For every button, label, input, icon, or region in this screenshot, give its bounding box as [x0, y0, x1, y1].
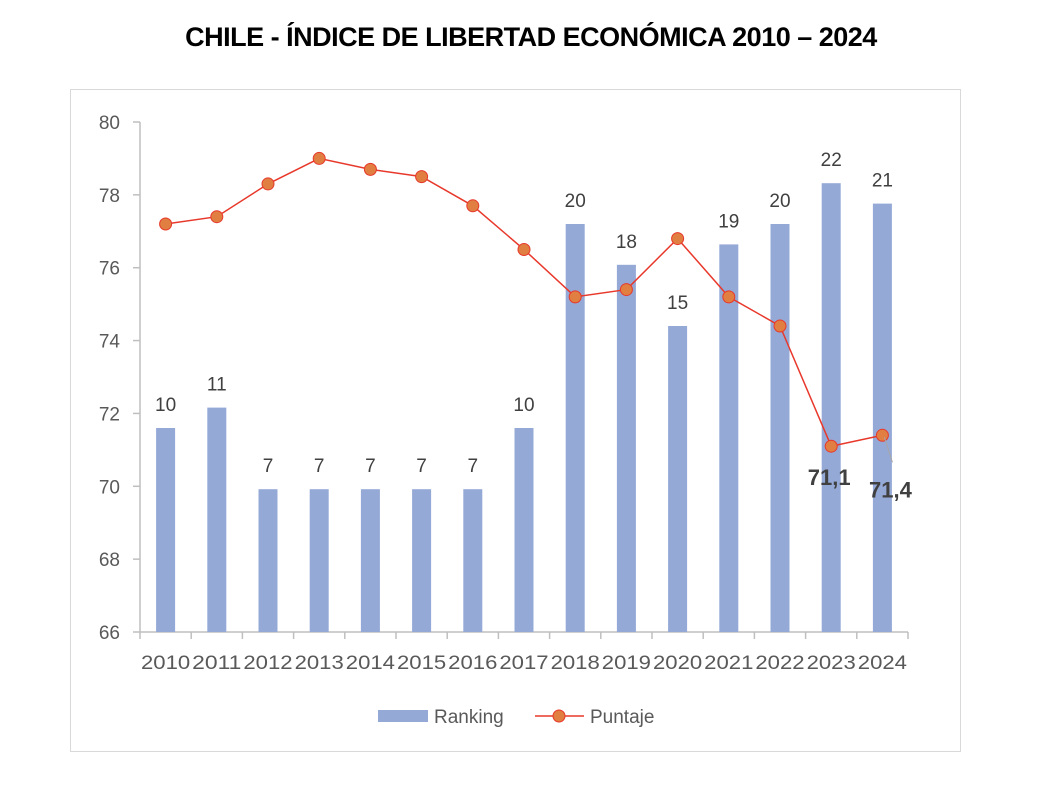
- ranking-data-label: 10: [155, 395, 176, 416]
- puntaje-line: [159, 151, 889, 453]
- x-axis: 2010 2011 2012 2013 2014 2015 2016 2017 2018 2019…: [139, 631, 909, 674]
- ranking-bar: [514, 428, 534, 632]
- ranking-data-label: 15: [667, 293, 688, 314]
- x-tick-label: 2022: [755, 653, 804, 674]
- ranking-data-label: 7: [416, 456, 427, 477]
- ranking-data-label: 19: [718, 211, 739, 232]
- puntaje-marker: [619, 283, 633, 297]
- y-tick-label: 68: [99, 550, 120, 571]
- y-axis: 66 68 70 72 74 76 78 80: [99, 113, 141, 644]
- ranking-bar: [309, 489, 329, 632]
- ranking-bar: [463, 489, 483, 632]
- puntaje-marker: [773, 319, 787, 333]
- chart-frame: [70, 89, 961, 752]
- ranking-bar: [668, 326, 688, 632]
- x-tick-label: 2023: [807, 653, 856, 674]
- puntaje-marker: [722, 290, 736, 304]
- puntaje-marker: [824, 439, 838, 453]
- y-tick-label: 66: [99, 623, 120, 644]
- y-tick-label: 76: [99, 259, 120, 280]
- ranking-data-label: 22: [821, 150, 842, 171]
- ranking-data-label: 7: [263, 456, 274, 477]
- ranking-bar: [616, 264, 636, 632]
- ranking-bar: [565, 224, 585, 632]
- ranking-bar: [360, 489, 380, 632]
- ranking-bar: [821, 183, 841, 632]
- puntaje-marker: [466, 199, 480, 213]
- x-tick-label: 2010: [141, 653, 190, 674]
- puntaje-marker: [210, 210, 224, 224]
- y-tick-label: 80: [99, 113, 120, 134]
- legend-puntaje-marker: [552, 709, 566, 723]
- x-tick-label: 2018: [551, 653, 600, 674]
- ranking-bar: [412, 489, 432, 632]
- puntaje-annotation: 71,4: [869, 477, 913, 502]
- x-tick-label: 2015: [397, 653, 446, 674]
- x-tick-label: 2016: [448, 653, 497, 674]
- y-tick-label: 78: [99, 186, 120, 207]
- puntaje-marker: [363, 162, 377, 176]
- ranking-data-label: 18: [616, 232, 637, 253]
- x-tick-label: 2019: [602, 653, 651, 674]
- puntaje-annotations: 71,1 71,4: [808, 437, 913, 502]
- puntaje-marker: [568, 290, 582, 304]
- puntaje-marker: [671, 232, 685, 246]
- x-tick-label: 2014: [346, 653, 396, 674]
- x-tick-label: 2024: [858, 653, 908, 674]
- ranking-data-label: 10: [513, 395, 534, 416]
- annotation-leader-line: [883, 437, 893, 463]
- legend-ranking-swatch: [378, 710, 428, 722]
- x-tick-label: 2012: [243, 653, 292, 674]
- chart-title: CHILE - ÍNDICE DE LIBERTAD ECONÓMICA 201…: [185, 22, 877, 52]
- puntaje-annotation: 71,1: [808, 465, 851, 490]
- puntaje-marker: [159, 217, 173, 231]
- legend: Ranking Puntaje: [378, 707, 654, 728]
- x-tick-label: 2017: [499, 653, 548, 674]
- legend-ranking-label: Ranking: [434, 707, 504, 728]
- ranking-data-label: 7: [468, 456, 479, 477]
- ranking-data-label: 7: [314, 456, 325, 477]
- ranking-data-label: 21: [872, 171, 893, 192]
- ranking-bars: [156, 183, 892, 632]
- x-tick-label: 2021: [704, 653, 753, 674]
- ranking-data-label: 11: [207, 375, 227, 396]
- x-tick-label: 2011: [192, 653, 241, 674]
- ranking-bar: [258, 489, 278, 632]
- ranking-bar: [156, 428, 176, 632]
- ranking-data-label: 20: [565, 191, 586, 212]
- puntaje-marker: [261, 177, 275, 191]
- x-tick-label: 2020: [653, 653, 702, 674]
- legend-puntaje-label: Puntaje: [590, 707, 654, 728]
- ranking-data-label: 7: [365, 456, 376, 477]
- puntaje-marker: [312, 151, 326, 165]
- y-tick-label: 72: [99, 404, 120, 425]
- ranking-data-labels: 10 11 7 7 7 7 7 10 20 18 15 19 20 22 21: [155, 150, 893, 477]
- y-tick-label: 74: [99, 332, 121, 353]
- puntaje-marker: [517, 243, 531, 256]
- puntaje-marker: [415, 170, 429, 184]
- ranking-bar: [770, 224, 790, 632]
- y-tick-label: 70: [99, 477, 120, 498]
- puntaje-marker: [875, 428, 889, 442]
- x-tick-label: 2013: [295, 653, 344, 674]
- ranking-bar: [872, 203, 892, 632]
- ranking-data-label: 20: [769, 191, 790, 212]
- ranking-bar: [719, 244, 739, 632]
- ranking-bar: [207, 407, 227, 632]
